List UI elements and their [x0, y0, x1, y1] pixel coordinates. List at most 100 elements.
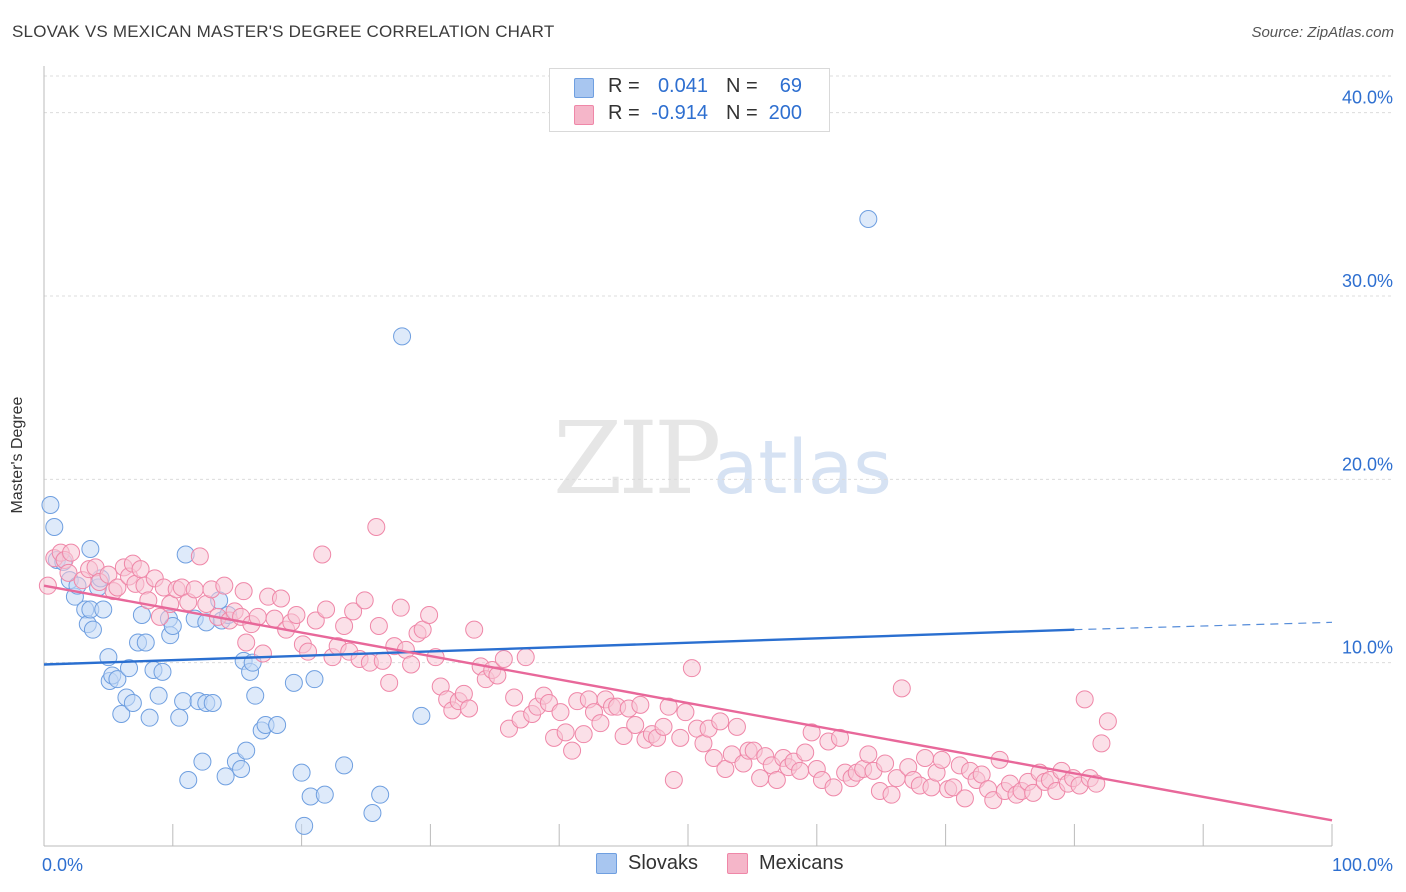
point-mexicans: [488, 666, 507, 685]
point-mexicans: [727, 717, 746, 736]
point-slovaks: [363, 804, 382, 822]
point-mexicans: [664, 771, 683, 789]
legend-swatch-slovaks: [596, 853, 617, 874]
point-mexicans: [287, 606, 306, 624]
point-mexicans: [563, 741, 582, 760]
tick-labels: 10.0% 20.0% 30.0% 40.0% 0.0% 100.0%: [42, 88, 1393, 875]
point-slovaks: [153, 662, 172, 681]
point-mexicans: [671, 728, 690, 747]
point-mexicans: [824, 778, 843, 797]
point-mexicans: [654, 717, 673, 736]
trend-line-slovaks: [43, 628, 1075, 666]
point-slovaks: [120, 659, 139, 678]
legend-label-mexicans: Mexicans: [759, 852, 844, 874]
point-slovaks: [136, 633, 155, 652]
point-mexicans: [551, 703, 570, 722]
point-mexicans: [955, 789, 974, 808]
point-slovaks: [335, 756, 354, 775]
point-slovaks: [371, 785, 390, 804]
point-mexicans: [402, 655, 421, 674]
point-mexicans: [676, 703, 695, 722]
series-legend: Slovaks Mexicans: [0, 852, 1406, 876]
y-axis-label: Master's Degree: [9, 396, 26, 514]
point-slovaks: [174, 692, 193, 711]
point-slovaks: [112, 705, 131, 723]
y-tick-label: 40.0%: [1342, 88, 1393, 108]
point-mexicans: [335, 617, 354, 635]
point-slovaks: [246, 686, 265, 705]
point-mexicans: [299, 642, 318, 661]
point-mexicans: [614, 727, 633, 745]
legend-r-value: -0.914: [651, 102, 708, 124]
point-slovaks: [412, 706, 431, 725]
point-mexicans: [796, 743, 815, 762]
legend-row-slovaks: R = 0.041 N = 69: [550, 75, 829, 101]
legend-n-value: 200: [768, 102, 802, 124]
point-mexicans: [1092, 734, 1111, 753]
point-mexicans: [830, 728, 849, 747]
legend-swatch-slovaks: [574, 78, 594, 98]
point-mexicans: [626, 716, 645, 734]
point-mexicans: [465, 620, 484, 639]
trend-line-mexicans: [43, 584, 1333, 822]
point-mexicans: [802, 723, 821, 742]
point-mexicans: [380, 673, 399, 692]
point-mexicans: [190, 547, 209, 566]
point-mexicans: [369, 617, 388, 635]
point-slovaks: [140, 708, 159, 727]
point-mexicans: [59, 563, 78, 582]
point-slovaks: [284, 673, 303, 692]
data-points: [38, 210, 1117, 835]
point-mexicans: [460, 699, 479, 718]
point-slovaks: [81, 540, 100, 558]
trend-lines: [43, 584, 1333, 822]
point-mexicans: [505, 688, 524, 707]
point-slovaks: [193, 752, 212, 771]
point-slovaks: [292, 763, 311, 782]
point-mexicans: [631, 695, 650, 714]
point-mexicans: [313, 545, 332, 564]
point-mexicans: [150, 607, 169, 626]
point-mexicans: [1024, 783, 1043, 802]
point-mexicans: [516, 648, 535, 667]
point-mexicans: [344, 602, 363, 621]
point-slovaks: [268, 716, 287, 734]
point-slovaks: [216, 767, 235, 786]
trend-extension-slovaks: [1074, 621, 1333, 631]
x-tick-label: 100.0%: [1332, 855, 1393, 875]
point-mexicans: [108, 578, 127, 597]
watermark-zip: ZIP: [553, 400, 721, 517]
point-slovaks: [149, 686, 168, 705]
point-slovaks: [393, 327, 412, 346]
point-mexicans: [704, 749, 723, 767]
point-mexicans: [791, 761, 810, 780]
y-tick-label: 30.0%: [1342, 271, 1393, 291]
point-mexicans: [915, 749, 934, 767]
point-mexicans: [234, 582, 253, 601]
point-slovaks: [170, 708, 189, 727]
point-slovaks: [45, 518, 64, 536]
point-mexicans: [711, 712, 730, 731]
point-mexicans: [317, 600, 336, 619]
legend-r-label: R =: [608, 102, 640, 124]
point-mexicans: [494, 650, 513, 668]
point-mexicans: [237, 633, 256, 652]
point-mexicans: [253, 644, 272, 663]
point-mexicans: [556, 723, 575, 742]
watermark-atlas: atlas: [713, 425, 892, 511]
point-slovaks: [108, 670, 127, 689]
point-mexicans: [391, 598, 410, 617]
point-mexicans: [373, 651, 392, 670]
point-mexicans: [185, 580, 204, 599]
legend-swatch-mexicans: [574, 105, 594, 125]
axes: [43, 66, 1333, 847]
point-slovaks: [859, 210, 878, 228]
grid-lines: [44, 75, 1392, 664]
point-mexicans: [367, 518, 386, 536]
point-slovaks: [163, 617, 182, 635]
legend-r-label: R =: [608, 75, 640, 97]
point-slovaks: [203, 694, 222, 712]
correlation-legend: R = 0.041 N = 69 R = -0.914 N = 200: [549, 68, 830, 132]
point-mexicans: [271, 589, 290, 608]
source-credit: Source: ZipAtlas.com: [1251, 24, 1394, 41]
